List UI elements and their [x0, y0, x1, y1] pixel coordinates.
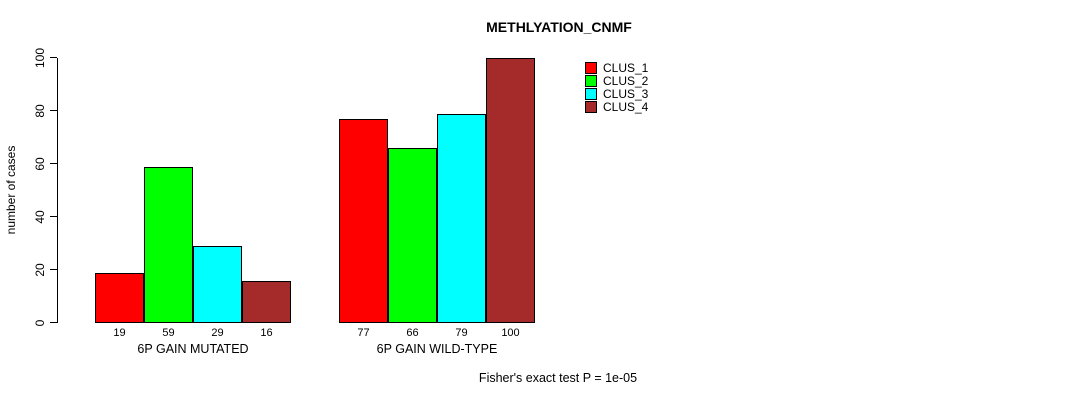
bar-clus_2-1: [144, 166, 193, 323]
y-axis-tick-label: 40: [33, 209, 47, 224]
y-axis-tick: [50, 57, 57, 58]
y-axis-label: number of cases: [4, 145, 18, 235]
bar-clus_3-1: [193, 246, 242, 323]
bar-value-label: 77: [357, 327, 370, 339]
y-axis-tick-label: 20: [33, 262, 47, 277]
y-axis-tick: [50, 269, 57, 270]
bar-clus_4-2: [486, 58, 535, 323]
legend-swatch: [585, 101, 597, 113]
y-axis-tick-label: 0: [33, 319, 47, 326]
legend-item-clus_3: CLUS_3: [585, 88, 648, 100]
legend-swatch: [585, 75, 597, 87]
chart-title: METHLYATION_CNMF: [486, 19, 632, 35]
bar-clus_1-1: [95, 272, 144, 323]
legend-label: CLUS_1: [603, 61, 649, 75]
legend: CLUS_1 CLUS_2 CLUS_3 CLUS_4: [585, 62, 648, 114]
footnote: Fisher's exact test P = 1e-05: [478, 371, 638, 385]
legend-swatch: [585, 62, 597, 74]
legend-item-clus_1: CLUS_1: [585, 62, 648, 74]
bar-clus_3-2: [437, 113, 486, 323]
y-axis-tick: [50, 216, 57, 217]
y-axis-tick: [50, 110, 57, 111]
y-axis-tick-label: 80: [33, 103, 47, 118]
bar-value-label: 79: [455, 327, 468, 339]
legend-item-clus_2: CLUS_2: [585, 75, 648, 87]
bar-clus_2-2: [388, 148, 437, 323]
bar-value-label: 16: [260, 327, 273, 339]
legend-label: CLUS_3: [603, 87, 649, 101]
legend-item-clus_4: CLUS_4: [585, 101, 648, 113]
y-axis-tick-label: 100: [33, 47, 47, 68]
bar-value-label: 100: [501, 327, 520, 339]
y-axis-tick: [50, 322, 57, 323]
bar-value-label: 29: [211, 327, 224, 339]
y-axis-line: [57, 58, 58, 323]
x-group-label: 6P GAIN WILD-TYPE: [376, 342, 498, 356]
bar-clus_4-1: [242, 280, 291, 323]
bar-value-label: 19: [113, 327, 126, 339]
bar-value-label: 66: [406, 327, 419, 339]
bar-clus_1-2: [339, 118, 388, 323]
x-group-label: 6P GAIN MUTATED: [137, 342, 249, 356]
bar-value-label: 59: [162, 327, 175, 339]
legend-label: CLUS_2: [603, 74, 649, 88]
y-axis-tick-label: 60: [33, 156, 47, 171]
legend-label: CLUS_4: [603, 100, 649, 114]
legend-swatch: [585, 88, 597, 100]
y-axis-tick: [50, 163, 57, 164]
